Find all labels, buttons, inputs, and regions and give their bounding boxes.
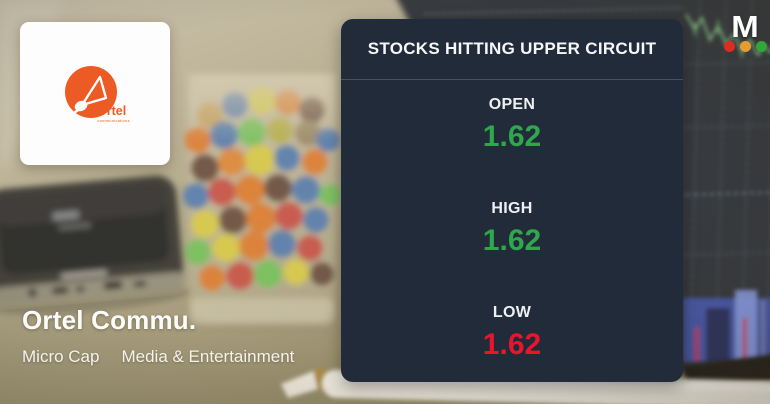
panel-title: STOCKS HITTING UPPER CIRCUIT	[367, 39, 657, 58]
stock-data-panel: STOCKS HITTING UPPER CIRCUIT OPEN 1.62 H…	[341, 19, 683, 382]
site-watermark: M	[720, 9, 770, 53]
watermark-m-icon: M	[731, 9, 759, 44]
brand-name-text: Ortel	[97, 104, 126, 118]
high-label: HIGH	[491, 200, 533, 217]
watermark-dot-green-icon	[755, 41, 767, 53]
watermark-dot-amber-icon	[739, 41, 751, 53]
market-cap-label: Micro Cap	[22, 347, 100, 366]
stock-meta: Micro Cap Media & Entertainment	[22, 347, 294, 367]
high-row: HIGH 1.62	[341, 200, 683, 256]
panel-divider	[341, 79, 683, 80]
low-label: LOW	[492, 304, 532, 321]
brand-subtitle-text: communications	[98, 118, 130, 123]
open-row: OPEN 1.62	[341, 96, 683, 152]
smartphone	[0, 175, 190, 315]
ticker-dots	[424, 7, 685, 15]
open-value: 1.62	[482, 120, 542, 153]
stock-name: Ortel Commu.	[22, 305, 197, 335]
panel-body: OPEN 1.62 HIGH 1.62 LOW 1.62	[341, 80, 683, 382]
candy-jar	[183, 74, 341, 324]
low-value: 1.62	[482, 328, 542, 361]
watermark-dots	[723, 41, 767, 53]
sector-label: Media & Entertainment	[121, 347, 295, 366]
ortel-logo-icon: Ortel communications	[65, 66, 130, 123]
volume-bars	[683, 290, 770, 362]
stock-info: Ortel Commu. Micro Cap Media & Entertain…	[22, 305, 294, 367]
brand-logo-card: Ortel communications	[20, 22, 170, 165]
open-label: OPEN	[488, 96, 536, 113]
low-row: LOW 1.62	[341, 304, 683, 360]
watermark-dot-red-icon	[723, 41, 735, 53]
high-value: 1.62	[482, 224, 542, 257]
